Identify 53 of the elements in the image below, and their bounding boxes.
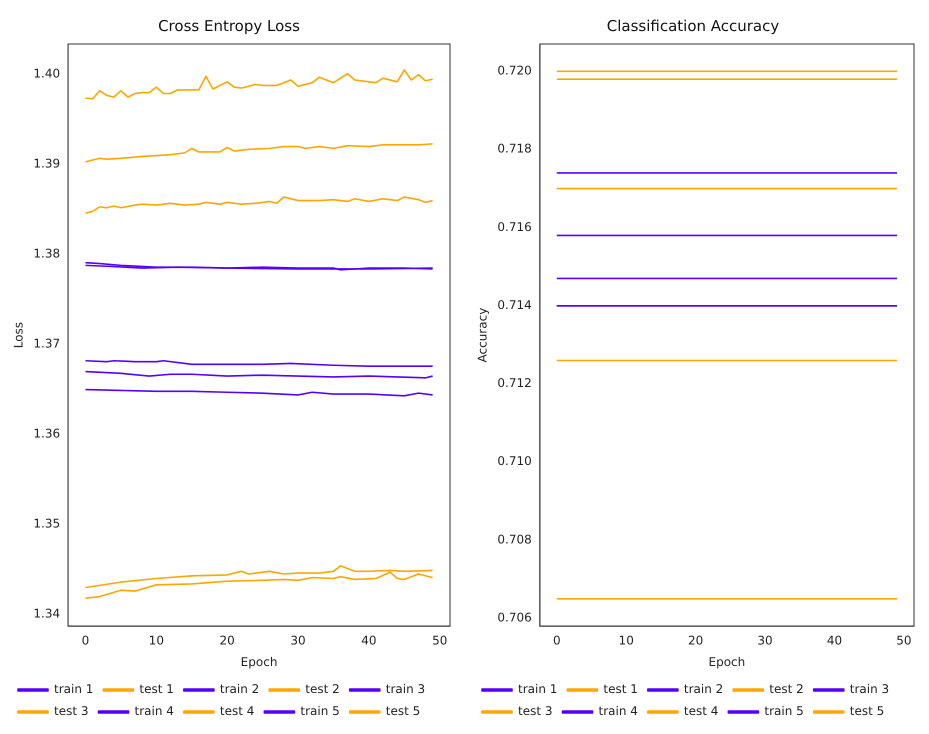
x-tick-label: 10 (148, 634, 164, 648)
chart-title: Cross Entropy Loss (158, 16, 300, 35)
y-tick-label: 1.34 (33, 606, 60, 621)
legend-label: test 3 (518, 704, 552, 718)
legend-label: train 3 (386, 682, 426, 696)
legend-label: train 3 (850, 682, 890, 696)
y-tick-label: 0.706 (497, 610, 532, 625)
x-tick-label: 40 (826, 634, 842, 648)
legend-label: test 4 (684, 704, 718, 718)
x-axis-title: Epoch (708, 654, 746, 669)
y-tick-label: 0.718 (497, 142, 532, 156)
y-tick-label: 1.40 (33, 66, 60, 81)
y-tick-label: 1.39 (33, 156, 60, 171)
legend-label: test 5 (850, 704, 884, 718)
x-tick-label: 30 (290, 634, 306, 648)
legend-label: test 4 (220, 704, 254, 718)
x-tick-label: 50 (896, 634, 912, 648)
x-tick-label: 0 (82, 634, 90, 648)
y-tick-label: 0.708 (497, 532, 532, 546)
chart-title: Classification Accuracy (606, 16, 780, 35)
x-tick-label: 50 (432, 634, 448, 648)
x-tick-label: 40 (361, 634, 377, 648)
legend-label: train 4 (134, 704, 174, 718)
y-axis-title: Accuracy (475, 308, 490, 362)
legend-label: test 2 (305, 682, 340, 696)
legend-label: train 1 (54, 682, 94, 696)
x-axis-title: Epoch (240, 654, 278, 669)
y-tick-label: 0.712 (497, 376, 532, 390)
y-tick-label: 0.720 (497, 63, 532, 78)
legend-label: test 5 (386, 704, 420, 718)
x-tick-label: 20 (220, 634, 235, 648)
legend-label: test 3 (54, 704, 88, 718)
x-tick-label: 0 (552, 634, 561, 648)
y-tick-label: 0.716 (497, 220, 532, 234)
y-tick-label: 1.36 (33, 426, 60, 441)
legend-label: test 1 (603, 682, 638, 696)
legend-label: test 1 (139, 682, 174, 696)
y-tick-label: 1.35 (33, 516, 60, 531)
y-tick-label: 1.37 (33, 336, 60, 351)
x-tick-label: 30 (757, 634, 773, 648)
y-tick-label: 1.38 (33, 246, 60, 261)
y-tick-label: 0.710 (497, 454, 532, 468)
legend-label: train 5 (300, 704, 340, 718)
y-axis-title: Loss (11, 322, 26, 348)
legend-label: train 4 (598, 704, 638, 718)
x-tick-label: 10 (618, 634, 634, 648)
x-tick-label: 20 (688, 634, 704, 648)
legend-label: train 5 (764, 704, 804, 718)
y-tick-label: 0.714 (497, 298, 532, 312)
legend-label: train 1 (518, 682, 558, 696)
legend-label: train 2 (684, 682, 724, 696)
legend-label: train 2 (220, 682, 260, 696)
legend-label: test 2 (769, 682, 804, 696)
